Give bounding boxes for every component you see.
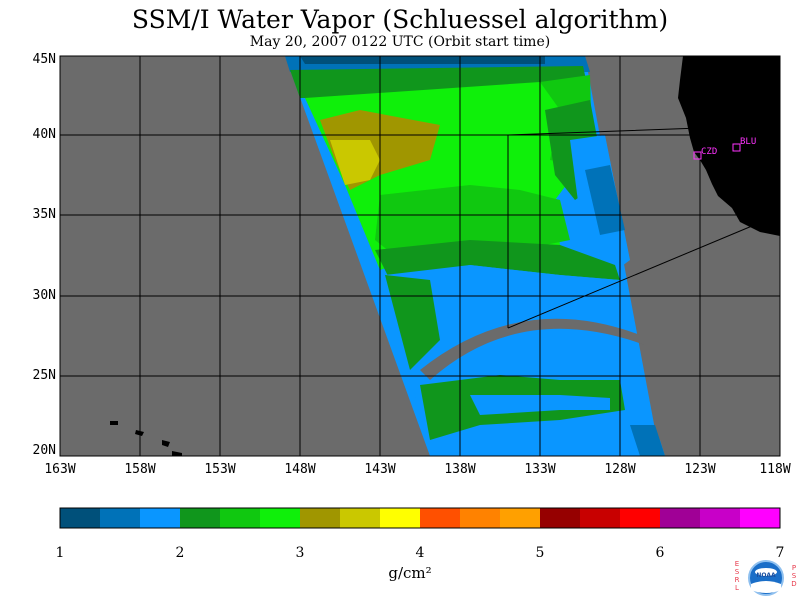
lon-label-148w: 148W xyxy=(284,462,316,477)
colorbar-swatch xyxy=(420,508,461,528)
colorbar-tick-2: 2 xyxy=(175,545,185,561)
lon-label-143w: 143W xyxy=(364,462,396,477)
logo-psd-text: PSD xyxy=(791,564,797,588)
colorbar-swatch xyxy=(620,508,661,528)
lon-label-163w: 163W xyxy=(44,462,76,477)
lon-label-153w: 153W xyxy=(204,462,236,477)
colorbar-swatch xyxy=(460,508,501,528)
colorbar-swatch xyxy=(140,508,181,528)
colorbar-swatch xyxy=(540,508,581,528)
swath-blue-bottom xyxy=(430,440,665,456)
colorbar-swatch xyxy=(740,508,781,528)
noaa-logo-gull xyxy=(755,568,777,576)
lat-label-20n: 20N xyxy=(32,443,56,458)
lat-label-35n: 35N xyxy=(32,207,56,222)
noaa-logo-wave xyxy=(751,581,781,593)
station-czd-marker xyxy=(693,151,702,160)
colorbar-tick-4: 4 xyxy=(415,545,425,561)
colorbar-swatch xyxy=(180,508,221,528)
colorbar-tick-7: 7 xyxy=(775,545,785,561)
swath-green-lower-left xyxy=(385,275,440,370)
colorbar-tick-3: 3 xyxy=(295,545,305,561)
logo-noaa-text: NOAA xyxy=(756,572,776,579)
colorbar-swatch xyxy=(260,508,301,528)
station-blu-marker xyxy=(732,143,741,152)
map-border xyxy=(59,55,781,457)
swath-darkblue-east xyxy=(585,165,625,235)
colorbar-swatch xyxy=(580,508,621,528)
swath-darkblue-bottom-edge xyxy=(630,425,665,456)
graticule xyxy=(60,56,780,456)
colorbar-units: g/cm² xyxy=(388,564,432,582)
lat-label-40n: 40N xyxy=(32,127,56,142)
swath-yellow-olive xyxy=(330,140,380,185)
analysis-box-lines xyxy=(507,127,753,329)
station-czd-label: CZD xyxy=(701,147,718,157)
lat-label-45n: 45N xyxy=(32,52,56,67)
swath-top-darkest xyxy=(300,56,545,64)
lon-label-158w: 158W xyxy=(124,462,156,477)
colorbar-swatch xyxy=(380,508,421,528)
colorbar-swatch xyxy=(340,508,381,528)
station-blu-label: BLU xyxy=(740,137,757,147)
colorbar-swatch xyxy=(660,508,701,528)
lon-label-133w: 133W xyxy=(524,462,556,477)
colorbar-swatch xyxy=(220,508,261,528)
colorbar-tick-1: 1 xyxy=(55,545,65,561)
colorbar-swatch xyxy=(60,508,101,528)
lat-label-25n: 25N xyxy=(32,368,56,383)
colorbar-border xyxy=(59,507,781,529)
hawaii-island-3 xyxy=(162,440,170,447)
lon-label-123w: 123W xyxy=(684,462,716,477)
colorbar-swatch xyxy=(100,508,141,528)
logo-esrl-text: ESRL xyxy=(734,560,740,592)
colorbar-swatch xyxy=(300,508,341,528)
lon-label-138w: 138W xyxy=(444,462,476,477)
lon-label-128w: 128W xyxy=(604,462,636,477)
colorbar xyxy=(60,508,781,528)
lat-label-30n: 30N xyxy=(32,288,56,303)
colorbar-swatch xyxy=(500,508,541,528)
hawaii-island-1 xyxy=(110,421,118,425)
hawaii-island-4 xyxy=(172,451,182,456)
colorbar-swatch xyxy=(700,508,741,528)
colorbar-tick-6: 6 xyxy=(655,545,665,561)
north-america-coast xyxy=(678,56,780,236)
map-subtitle: May 20, 2007 0122 UTC (Orbit start time) xyxy=(249,34,551,50)
colorbar-tick-5: 5 xyxy=(535,545,545,561)
swath-green-band-a xyxy=(375,185,570,260)
rain-contaminated-arc xyxy=(420,318,645,380)
lon-label-118w: 118W xyxy=(759,462,791,477)
station-markers xyxy=(693,143,741,160)
map-title: SSM/I Water Vapor (Schluessel algorithm) xyxy=(131,5,669,34)
